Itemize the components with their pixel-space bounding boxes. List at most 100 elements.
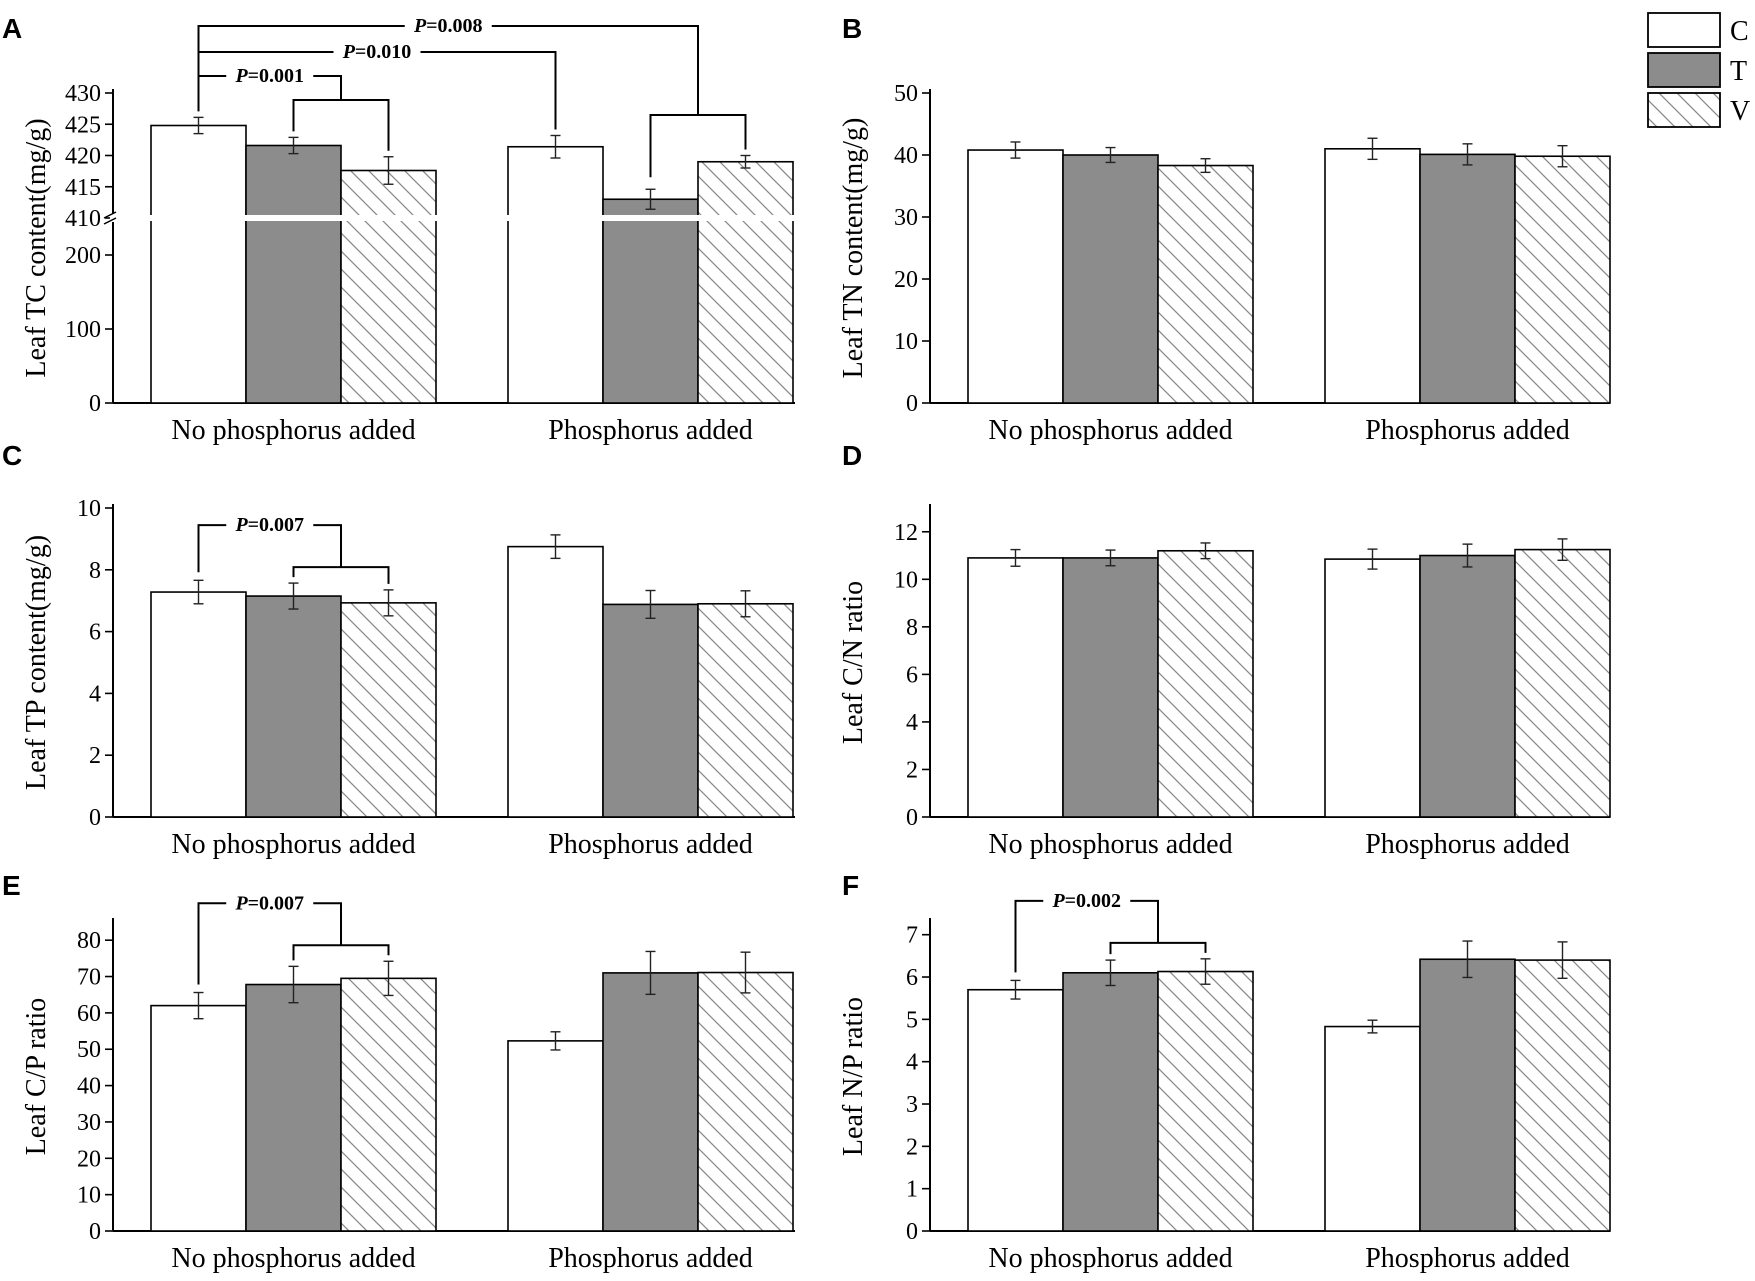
y-tick-label: 425 <box>65 112 101 138</box>
y-tick-label: 0 <box>906 1219 918 1245</box>
bar-c <box>507 545 604 818</box>
bracket <box>1109 941 1207 955</box>
y-tick-label: 420 <box>65 144 101 170</box>
y-tick-label: 100 <box>65 317 101 343</box>
bar-v <box>697 971 794 1232</box>
axis-break-gap <box>114 215 796 221</box>
y-axis-label: Leaf TP content(mg/g) <box>21 535 52 790</box>
legend-swatch-v <box>1647 92 1721 128</box>
p-value-label: P=0.001 <box>234 65 304 87</box>
y-tick-label: 0 <box>906 805 918 831</box>
bar-t <box>602 198 699 404</box>
bar-v <box>697 160 794 404</box>
y-tick-label: 0 <box>89 1219 101 1245</box>
panel-c: C 0 2 4 6 8 10 Leaf TP content(mg/g) No phosphor… <box>2 440 795 860</box>
category-label: Phosphorus added <box>548 415 753 446</box>
p-symbol: P <box>1051 890 1065 912</box>
p-symbol: P <box>234 892 248 914</box>
category-label: Phosphorus added <box>548 1243 753 1274</box>
bracket <box>292 99 390 151</box>
category-label: No phosphorus added <box>988 415 1232 446</box>
p-value-label: P=0.002 <box>1051 890 1121 912</box>
p-value: =0.007 <box>248 514 304 536</box>
y-tick-label: 30 <box>77 1110 101 1136</box>
category-label: No phosphorus added <box>171 415 415 446</box>
significance-annotations: P=0.007 <box>197 890 390 985</box>
y-tick-label: 50 <box>77 1037 101 1063</box>
p-label-bg <box>1043 887 1131 912</box>
y-tick-label: 10 <box>77 1183 101 1209</box>
panel-letter: E <box>2 870 21 901</box>
category-label: No phosphorus added <box>988 1243 1232 1274</box>
y-tick-label: 4 <box>906 710 918 736</box>
bar-c <box>967 557 1064 818</box>
bar-v <box>697 602 794 818</box>
axis-break-mark <box>103 217 117 225</box>
bar-t <box>602 972 699 1232</box>
y-axis-label: Leaf TN content(mg/g) <box>838 118 869 379</box>
legend: CTV <box>1647 12 1750 128</box>
bar-t <box>1419 958 1516 1232</box>
y-tick-label: 8 <box>906 615 918 641</box>
y-tick-label: 200 <box>65 243 101 269</box>
y-tick-label: 10 <box>894 329 918 355</box>
y-tick-label: 2 <box>906 1134 918 1160</box>
bar-c <box>1324 1025 1421 1232</box>
y-tick-label: 6 <box>89 620 101 646</box>
bracket <box>292 944 390 961</box>
bracket <box>197 902 342 985</box>
y-tick-label: 4 <box>906 1050 918 1076</box>
bar-v <box>1157 970 1254 1232</box>
y-tick-label: 6 <box>906 965 918 991</box>
p-label-bg <box>226 890 314 915</box>
bar-t <box>245 983 342 1232</box>
p-label-bg <box>226 63 314 87</box>
panel-letter: C <box>2 440 22 471</box>
bar-c <box>150 591 247 818</box>
y-tick-label: 30 <box>894 205 918 231</box>
bar-t <box>1419 554 1516 818</box>
panel-letter: F <box>842 870 859 901</box>
y-tick-label: 8 <box>89 558 101 584</box>
y-axis-label: Leaf C/N ratio <box>838 581 869 744</box>
y-tick-label: 0 <box>906 391 918 417</box>
y-tick-label: 10 <box>77 496 101 522</box>
y-tick-label: 0 <box>89 805 101 831</box>
bracket <box>292 566 390 584</box>
bar-c <box>1324 148 1421 404</box>
y-tick-label: 20 <box>77 1146 101 1172</box>
legend-label-t: T <box>1730 56 1747 87</box>
y-tick-label: 60 <box>77 1001 101 1027</box>
p-label-bg <box>404 13 492 37</box>
p-symbol: P <box>413 15 427 37</box>
legend-label-v: V <box>1730 96 1750 127</box>
bar-v <box>1514 959 1611 1232</box>
bar-t <box>1062 557 1159 818</box>
category-label: No phosphorus added <box>171 829 415 860</box>
panel-d: D 0 2 4 6 8 10 12 Leaf C/N ratio No phosphorus ad… <box>838 440 1611 860</box>
bar-t <box>245 144 342 404</box>
panel-letter: B <box>842 13 862 44</box>
bar-v <box>1514 155 1611 404</box>
p-value: =0.007 <box>248 892 304 914</box>
bar-v <box>1514 548 1611 818</box>
y-tick-label: 40 <box>894 143 918 169</box>
p-symbol: P <box>234 514 248 536</box>
bar-t <box>245 595 342 818</box>
y-tick-label: 430 <box>65 81 101 107</box>
legend-swatch-c <box>1647 12 1721 48</box>
category-label: Phosphorus added <box>1365 1243 1570 1274</box>
y-tick-label: 0 <box>89 391 101 417</box>
p-value: =0.001 <box>248 65 304 87</box>
p-value-label: P=0.007 <box>234 892 304 914</box>
y-tick-label: 7 <box>906 923 918 949</box>
y-tick-label: 410 <box>65 206 101 232</box>
panel-a: A 0 100 200 410 415 420 425 430 Leaf TC content(m… <box>2 13 796 446</box>
bar-c <box>507 145 604 404</box>
y-tick-label: 4 <box>89 681 101 707</box>
category-label: Phosphorus added <box>1365 829 1570 860</box>
panel-e: E 0 10 20 30 40 50 60 70 80 Leaf C/P ratio No phosp… <box>2 870 795 1274</box>
p-value-label: P=0.007 <box>234 514 304 536</box>
y-tick-label: 3 <box>906 1092 918 1118</box>
